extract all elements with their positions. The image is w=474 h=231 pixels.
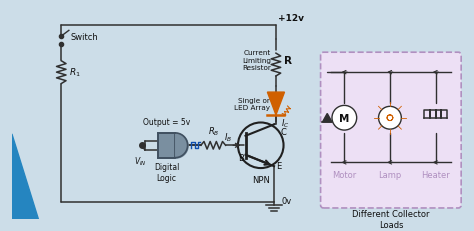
Text: NPN: NPN bbox=[252, 175, 270, 184]
Text: 0v: 0v bbox=[282, 196, 292, 205]
Polygon shape bbox=[267, 93, 284, 116]
Text: Lamp: Lamp bbox=[378, 170, 401, 179]
Text: R: R bbox=[283, 55, 292, 66]
Text: E: E bbox=[276, 161, 281, 170]
Text: $V_{IN}$: $V_{IN}$ bbox=[134, 155, 146, 167]
Text: $I_B$: $I_B$ bbox=[224, 131, 233, 143]
Text: Digital
Logic: Digital Logic bbox=[154, 163, 179, 182]
Text: Motor: Motor bbox=[332, 170, 356, 179]
Text: $R_B$: $R_B$ bbox=[208, 125, 219, 137]
Text: Different Collector
Loads: Different Collector Loads bbox=[352, 209, 429, 229]
Text: $I_C$: $I_C$ bbox=[281, 117, 289, 129]
Polygon shape bbox=[322, 114, 332, 122]
Text: $R_1$: $R_1$ bbox=[69, 67, 81, 79]
Circle shape bbox=[379, 107, 401, 130]
Text: Heater: Heater bbox=[421, 170, 450, 179]
Text: Output = 5v: Output = 5v bbox=[143, 118, 191, 127]
Text: M: M bbox=[339, 113, 349, 123]
Polygon shape bbox=[12, 134, 38, 219]
Circle shape bbox=[332, 106, 356, 131]
Text: Switch: Switch bbox=[71, 32, 99, 41]
Text: +12v: +12v bbox=[278, 14, 304, 23]
Text: Current
Limiting
Resistor: Current Limiting Resistor bbox=[242, 50, 271, 71]
Polygon shape bbox=[158, 133, 175, 158]
Text: C: C bbox=[281, 128, 287, 137]
Text: Single or
LED Array: Single or LED Array bbox=[234, 97, 270, 111]
FancyBboxPatch shape bbox=[320, 53, 461, 208]
Text: B: B bbox=[238, 154, 244, 163]
